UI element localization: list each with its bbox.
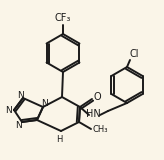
Text: CH₃: CH₃ xyxy=(92,125,108,135)
Text: N: N xyxy=(17,91,23,100)
Text: HN: HN xyxy=(86,109,100,119)
Text: H: H xyxy=(56,135,62,144)
Text: O: O xyxy=(93,92,101,102)
Text: Cl: Cl xyxy=(129,49,139,59)
Text: N: N xyxy=(42,99,48,108)
Text: N: N xyxy=(16,121,22,131)
Text: N: N xyxy=(6,105,12,115)
Text: CF₃: CF₃ xyxy=(55,13,71,23)
